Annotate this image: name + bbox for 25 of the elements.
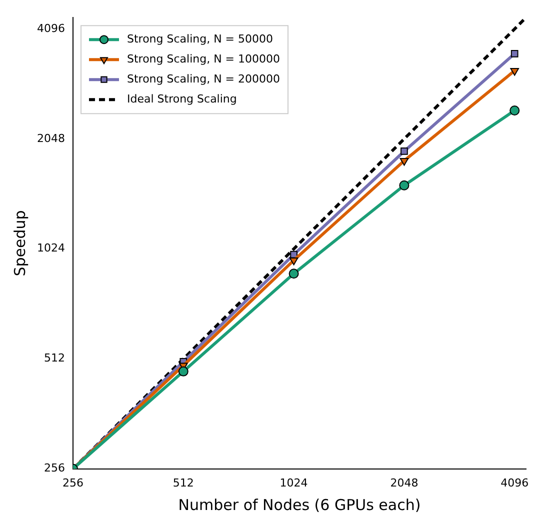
x-tick-label: 256 [62, 476, 84, 490]
y-tick-label: 256 [44, 462, 65, 475]
legend-label: Ideal Strong Scaling [126, 92, 237, 106]
legend-label: Strong Scaling, N = 50000 [126, 32, 274, 46]
y-axis-title: Speedup [10, 210, 29, 276]
legend-label: Strong Scaling, N = 200000 [126, 72, 280, 86]
y-tick-label: 512 [44, 352, 65, 365]
point [400, 158, 409, 166]
x-axis-title: Number of Nodes (6 GPUs each) [178, 496, 421, 514]
y-tick-label: 4096 [36, 22, 65, 35]
point [288, 268, 299, 279]
point [178, 366, 188, 376]
x-tick-label: 4096 [500, 476, 529, 490]
y-tick-label: 1024 [36, 242, 65, 255]
y-tick-label: 2048 [36, 132, 65, 145]
legend-label: Strong Scaling, N = 100000 [126, 52, 280, 66]
x-tick-label: 512 [172, 476, 194, 490]
x-tick-label: 1024 [280, 476, 308, 490]
point [289, 258, 298, 266]
point [399, 180, 410, 190]
point [510, 68, 519, 76]
point [510, 50, 518, 58]
x-tick-label: 2048 [390, 476, 418, 490]
point [400, 148, 408, 155]
point [510, 105, 520, 116]
